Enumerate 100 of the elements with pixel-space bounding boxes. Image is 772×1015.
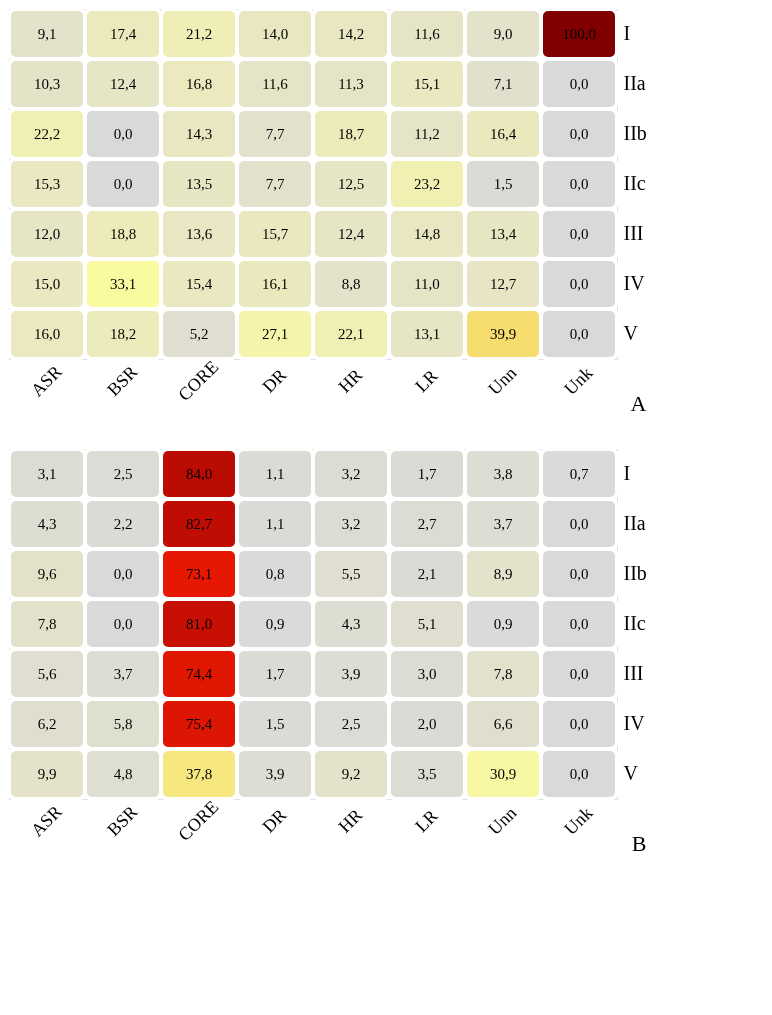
data-label: 5,1 [417,616,437,632]
data-label: 7,1 [493,76,513,92]
data-label: 18,7 [337,126,365,142]
data-label: 0,7 [569,466,589,482]
x-tick-label: LR [411,805,442,836]
x-tick-label: BSR [103,361,142,400]
data-label: 1,5 [265,716,285,732]
x-tick-label: BSR [103,801,142,840]
data-label: 9,0 [493,26,513,42]
data-label: 17,4 [109,26,137,42]
data-label: 0,8 [265,566,285,582]
data-label: 0,0 [113,176,133,192]
y-tick-label: IV [623,272,646,294]
data-label: 27,1 [261,326,289,342]
data-label: 82,7 [185,516,213,532]
data-label: 10,3 [33,76,61,92]
data-label: 5,8 [113,716,133,732]
data-label: 4,3 [37,516,57,532]
text: B [631,831,647,857]
data-label: 81,0 [185,616,213,632]
data-label: 11,0 [414,276,440,292]
x-tick-label: Unk [560,362,597,399]
data-label: 100,0 [562,26,596,42]
data-label: 14,0 [261,26,289,42]
data-label: 14,3 [185,126,213,142]
data-label: 0,0 [113,126,133,142]
y-tick-label: IIa [623,512,646,534]
data-label: 1,7 [265,666,285,682]
data-label: 15,4 [185,276,213,292]
x-tick-label: LR [411,365,442,396]
data-label: 75,4 [185,716,213,732]
data-label: 22,2 [33,126,61,142]
data-label: 7,8 [493,666,513,682]
data-label: 4,8 [113,766,133,782]
data-label: 15,7 [261,226,289,242]
data-label: 2,7 [417,516,437,532]
x-tick-label: HR [334,364,367,397]
data-label: 9,9 [37,766,57,782]
data-label: 2,2 [113,516,133,532]
data-label: 6,6 [493,716,513,732]
data-label: 7,7 [265,176,285,192]
x-tick-label: Unn [484,802,521,839]
data-label: 3,1 [37,466,57,482]
data-label: 3,2 [341,516,361,532]
data-label: 13,4 [489,226,517,242]
data-label: 0,0 [569,766,589,782]
data-label: 3,9 [265,766,285,782]
data-label: 0,0 [569,226,589,242]
data-label: 0,9 [493,616,513,632]
data-label: 22,1 [337,326,365,342]
data-label: 4,3 [341,616,361,632]
data-label: 0,0 [569,716,589,732]
data-label: 9,6 [37,566,57,582]
data-label: 5,2 [189,326,209,342]
data-label: 18,2 [109,326,137,342]
data-label: 3,2 [341,466,361,482]
y-tick-label: IV [623,712,646,734]
data-label: 0,0 [569,326,589,342]
x-tick-label: Unk [560,802,597,839]
data-label: 5,6 [37,666,57,682]
y-tick-label: IIc [623,172,646,194]
data-label: 3,8 [493,466,513,482]
data-label: 1,5 [493,176,513,192]
y-tick-label: IIa [623,72,646,94]
data-label: 9,2 [341,766,361,782]
y-tick-label: IIc [623,612,646,634]
data-label: 16,0 [33,326,61,342]
data-label: 0,0 [569,276,589,292]
text: A [630,391,647,417]
data-label: 2,5 [113,466,133,482]
data-label: 12,4 [109,76,137,92]
data-label: 12,0 [33,226,61,242]
data-label: 13,1 [413,326,441,342]
data-label: 5,5 [341,566,361,582]
data-label: 2,5 [341,716,361,732]
data-label: 33,1 [109,276,137,292]
data-label: 0,0 [569,616,589,632]
y-tick-label: IIb [623,122,647,144]
data-label: 3,5 [417,766,437,782]
data-label: 15,0 [33,276,61,292]
y-tick-label: III [623,662,644,684]
x-tick-label: HR [334,804,367,837]
data-label: 16,4 [489,126,517,142]
data-label: 3,7 [493,516,513,532]
data-label: 12,5 [337,176,365,192]
data-label: 15,1 [413,76,441,92]
data-label: 9,1 [37,26,57,42]
data-label: 7,8 [37,616,57,632]
data-label: 18,8 [109,226,137,242]
data-label: 73,1 [185,566,213,582]
data-label: 21,2 [185,26,213,42]
x-tick-label: DR [258,364,291,397]
data-label: 0,0 [569,516,589,532]
data-label: 6,2 [37,716,57,732]
data-label: 13,5 [185,176,213,192]
data-label: 2,0 [417,716,437,732]
data-label: 37,8 [185,766,213,782]
data-label: 14,2 [337,26,365,42]
data-label: 0,0 [569,666,589,682]
x-tick-label: Unn [484,362,521,399]
